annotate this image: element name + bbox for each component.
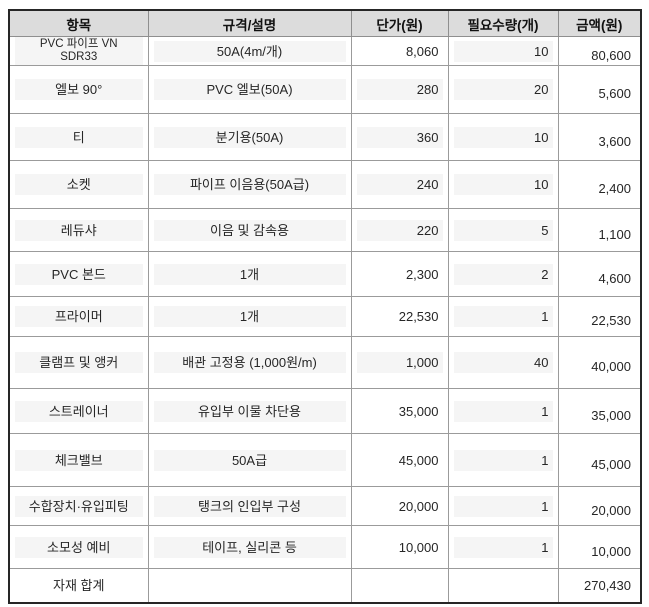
col-header-item: 항목 — [8, 9, 149, 37]
table-row: PVC 파이프 VN SDR33 50A(4m/개) 8,060 10 80,6… — [8, 36, 642, 66]
spec-cell: 1개 — [147, 296, 352, 337]
qty-cell: 40 — [447, 336, 559, 389]
item-cell: 엘보 90° — [8, 65, 149, 114]
spec-cell: 이음 및 감속용 — [147, 208, 352, 252]
amount-cell: 35,000 — [557, 388, 642, 434]
amount-cell: 80,600 — [557, 36, 642, 66]
price-cell: 240 — [350, 160, 449, 209]
item-cell: 프라이머 — [8, 296, 149, 337]
price-cell: 45,000 — [350, 433, 449, 487]
qty-cell: 5 — [447, 208, 559, 252]
total-spec-cell — [147, 568, 352, 603]
spec-cell: 50A(4m/개) — [147, 36, 352, 66]
table-row: 소켓 파이프 이음용(50A급) 240 10 2,400 — [8, 160, 642, 209]
spec-cell: 탱크의 인입부 구성 — [147, 486, 352, 526]
amount-cell: 4,600 — [557, 251, 642, 297]
col-header-spec: 규격/설명 — [147, 9, 352, 37]
amount-cell: 5,600 — [557, 65, 642, 114]
qty-cell: 1 — [447, 525, 559, 569]
table-row: 레듀샤 이음 및 감속용 220 5 1,100 — [8, 208, 642, 252]
amount-cell: 3,600 — [557, 113, 642, 161]
total-label-cell: 자재 합계 — [8, 568, 149, 603]
price-cell: 360 — [350, 113, 449, 161]
col-header-amount: 금액(원) — [557, 9, 642, 37]
item-cell: 클램프 및 앵커 — [8, 336, 149, 389]
price-cell: 20,000 — [350, 486, 449, 526]
table-row: 수합장치·유입피팅 탱크의 인입부 구성 20,000 1 20,000 — [8, 486, 642, 526]
table-row: 티 분기용(50A) 360 10 3,600 — [8, 113, 642, 161]
item-cell: 수합장치·유입피팅 — [8, 486, 149, 526]
amount-cell: 40,000 — [557, 336, 642, 389]
spec-cell: 배관 고정용 (1,000원/m) — [147, 336, 352, 389]
amount-cell: 10,000 — [557, 525, 642, 569]
item-cell: 체크밸브 — [8, 433, 149, 487]
price-cell: 8,060 — [350, 36, 449, 66]
amount-cell: 45,000 — [557, 433, 642, 487]
qty-cell: 2 — [447, 251, 559, 297]
spec-cell: 분기용(50A) — [147, 113, 352, 161]
item-cell: 레듀샤 — [8, 208, 149, 252]
materials-table: 항목 규격/설명 단가(원) 필요수량(개) 금액(원) PVC 파이프 VN … — [8, 9, 642, 604]
item-cell: 소모성 예비 — [8, 525, 149, 569]
spec-cell: PVC 엘보(50A) — [147, 65, 352, 114]
price-cell: 35,000 — [350, 388, 449, 434]
qty-cell: 10 — [447, 160, 559, 209]
spec-cell: 유입부 이물 차단용 — [147, 388, 352, 434]
price-cell: 280 — [350, 65, 449, 114]
qty-cell: 10 — [447, 113, 559, 161]
item-cell: 소켓 — [8, 160, 149, 209]
total-row: 자재 합계 270,430 — [8, 568, 642, 603]
price-cell: 1,000 — [350, 336, 449, 389]
amount-cell: 1,100 — [557, 208, 642, 252]
table-row: 스트레이너 유입부 이물 차단용 35,000 1 35,000 — [8, 388, 642, 434]
col-header-quantity: 필요수량(개) — [447, 9, 559, 37]
amount-cell: 2,400 — [557, 160, 642, 209]
qty-cell: 20 — [447, 65, 559, 114]
price-cell: 220 — [350, 208, 449, 252]
spec-cell: 50A급 — [147, 433, 352, 487]
item-text-line2: SDR33 — [60, 51, 98, 63]
amount-cell: 22,530 — [557, 296, 642, 337]
price-cell: 10,000 — [350, 525, 449, 569]
spec-cell: 테이프, 실리콘 등 — [147, 525, 352, 569]
header-row: 항목 규격/설명 단가(원) 필요수량(개) 금액(원) — [8, 9, 642, 37]
qty-cell: 1 — [447, 296, 559, 337]
price-cell: 22,530 — [350, 296, 449, 337]
col-header-unit-price: 단가(원) — [350, 9, 449, 37]
table-row: 체크밸브 50A급 45,000 1 45,000 — [8, 433, 642, 487]
amount-cell: 20,000 — [557, 486, 642, 526]
item-cell: PVC 파이프 VN SDR33 — [8, 36, 149, 66]
total-qty-cell — [447, 568, 559, 603]
price-cell: 2,300 — [350, 251, 449, 297]
table-row: PVC 본드 1개 2,300 2 4,600 — [8, 251, 642, 297]
total-price-cell — [350, 568, 449, 603]
table-row: 엘보 90° PVC 엘보(50A) 280 20 5,600 — [8, 65, 642, 114]
qty-cell: 1 — [447, 486, 559, 526]
qty-cell: 1 — [447, 388, 559, 434]
item-text: PVC 파이프 VN — [39, 38, 118, 50]
item-cell: 티 — [8, 113, 149, 161]
spec-cell: 1개 — [147, 251, 352, 297]
spec-cell: 파이프 이음용(50A급) — [147, 160, 352, 209]
table-row: 프라이머 1개 22,530 1 22,530 — [8, 296, 642, 337]
qty-cell: 1 — [447, 433, 559, 487]
table-row: 소모성 예비 테이프, 실리콘 등 10,000 1 10,000 — [8, 525, 642, 569]
total-amount-cell: 270,430 — [557, 568, 642, 603]
item-cell: 스트레이너 — [8, 388, 149, 434]
qty-cell: 10 — [447, 36, 559, 66]
table-row: 클램프 및 앵커 배관 고정용 (1,000원/m) 1,000 40 40,0… — [8, 336, 642, 389]
item-cell: PVC 본드 — [8, 251, 149, 297]
